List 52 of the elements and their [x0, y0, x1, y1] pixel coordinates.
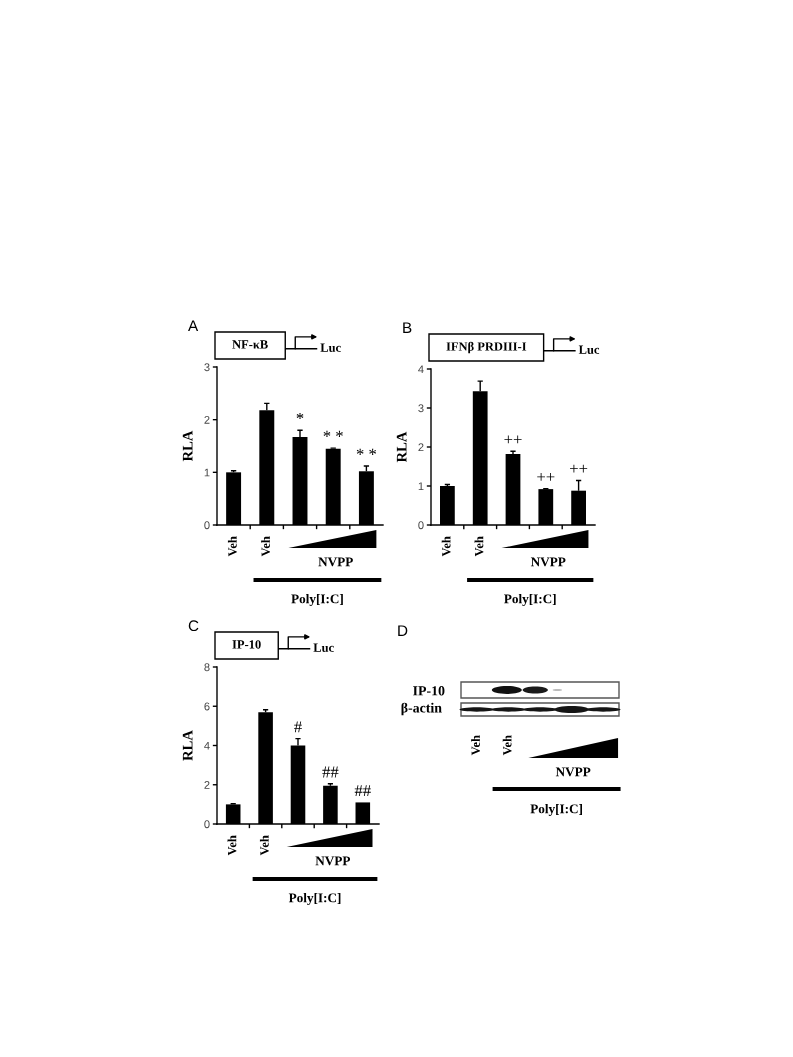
y-tick-label: 3 — [418, 404, 424, 413]
text: NVPP — [315, 856, 351, 866]
y-axis-title: RLA — [182, 730, 193, 761]
text: D — [398, 625, 408, 636]
chart-title: C — [188, 620, 199, 632]
text: β-actin — [401, 702, 442, 716]
category-label: Veh — [471, 735, 480, 756]
data-label: # — [294, 721, 302, 733]
x-tick-label: Veh — [441, 536, 451, 557]
text: Poly[I:C] — [504, 594, 556, 606]
text: NVPP — [530, 557, 566, 567]
y-tick-label: 1 — [418, 482, 424, 491]
y-axis-title: RLA — [182, 430, 193, 462]
text: NVPP — [555, 767, 591, 777]
data-label: * * — [356, 448, 377, 455]
x-tick-label: Veh — [474, 536, 484, 557]
text: NVPP — [318, 557, 353, 567]
y-tick-label: 6 — [204, 702, 210, 711]
text: Poly[I:C] — [530, 804, 582, 816]
y-tick-label: 0 — [204, 820, 210, 829]
text: NF-κB — [232, 340, 268, 349]
text: Poly[I:C] — [291, 594, 343, 606]
data-label: ++ — [504, 435, 522, 444]
y-tick-label: 8 — [204, 663, 210, 672]
data-label: * — [296, 412, 304, 420]
x-tick-label: Veh — [227, 536, 237, 557]
y-axis-title: RLA — [396, 431, 407, 463]
text: Luc — [320, 343, 341, 352]
category-label: Veh — [502, 735, 512, 756]
text: Luc — [313, 643, 334, 652]
x-tick-label: Veh — [261, 536, 270, 557]
y-tick-label: 1 — [204, 468, 210, 477]
chart-title: A — [188, 320, 199, 331]
y-tick-label: 0 — [204, 521, 210, 530]
y-tick-label: 3 — [204, 363, 210, 372]
chart-title: B — [403, 322, 412, 333]
y-tick-label: 2 — [204, 781, 210, 789]
text: IP-10 — [413, 686, 445, 696]
data-label: * * — [323, 430, 343, 437]
y-tick-label: 4 — [418, 365, 424, 374]
data-label: ## — [322, 766, 339, 778]
y-tick-label: 2 — [418, 443, 424, 452]
data-label: ++ — [570, 464, 588, 473]
text: Luc — [578, 345, 600, 354]
text: IP-10 — [232, 640, 261, 649]
data-label: ## — [354, 785, 371, 797]
text: Poly[I:C] — [288, 893, 341, 905]
y-tick-label: 2 — [204, 415, 210, 424]
text: IFNβ PRDIII-I — [446, 341, 527, 354]
data-label: ++ — [537, 472, 555, 481]
y-tick-label: 4 — [204, 741, 210, 750]
y-tick-label: 0 — [418, 521, 424, 530]
